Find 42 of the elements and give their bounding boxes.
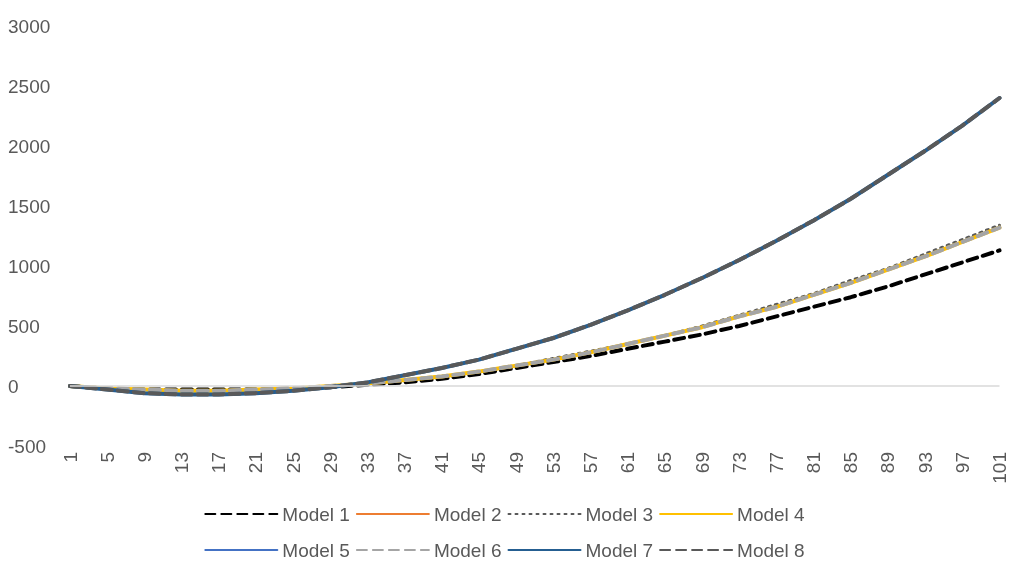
x-tick-label: 69 [691, 452, 713, 474]
x-tick-label: 5 [96, 452, 118, 463]
y-tick-label: -500 [8, 435, 47, 457]
x-tick-label: 61 [617, 452, 639, 474]
x-tick-label: 89 [877, 452, 899, 474]
x-tick-label: 41 [431, 452, 453, 474]
x-tick-label: 53 [542, 452, 564, 474]
legend-label: Model 6 [433, 539, 502, 561]
x-tick-label: 81 [803, 452, 825, 474]
x-tick-label: 29 [319, 452, 341, 474]
x-tick-label: 57 [580, 452, 602, 474]
x-tick-label: 101 [989, 452, 1009, 484]
x-tick-label: 85 [840, 452, 862, 474]
x-tick-label: 37 [394, 452, 416, 474]
legend-label: Model 3 [585, 503, 654, 525]
x-tick-label: 17 [208, 452, 230, 474]
x-tick-label: 13 [171, 452, 193, 474]
x-tick-label: 93 [914, 452, 936, 474]
y-tick-label: 3000 [8, 15, 51, 37]
x-tick-label: 33 [356, 452, 378, 474]
legend-label: Model 7 [585, 539, 654, 561]
x-tick-label: 25 [282, 452, 304, 474]
x-tick-label: 77 [765, 452, 787, 474]
x-tick-label: 21 [245, 452, 267, 474]
y-tick-label: 2500 [8, 75, 51, 97]
y-tick-label: 500 [8, 315, 40, 337]
legend-label: Model 1 [282, 503, 350, 525]
y-tick-label: 1000 [8, 255, 51, 277]
x-tick-label: 1 [59, 452, 81, 463]
x-tick-label: 97 [951, 452, 973, 474]
legend-label: Model 4 [737, 503, 806, 525]
legend-label: Model 5 [282, 539, 350, 561]
y-tick-label: 2000 [8, 135, 51, 157]
x-tick-label: 45 [468, 452, 490, 474]
x-tick-label: 49 [505, 452, 527, 474]
x-tick-label: 65 [654, 452, 676, 474]
x-tick-label: 73 [728, 452, 750, 474]
y-tick-label: 1500 [8, 195, 51, 217]
y-tick-label: 0 [8, 375, 19, 397]
x-tick-label: 9 [133, 452, 155, 463]
legend-label: Model 2 [433, 503, 502, 525]
legend-label: Model 8 [737, 539, 805, 561]
